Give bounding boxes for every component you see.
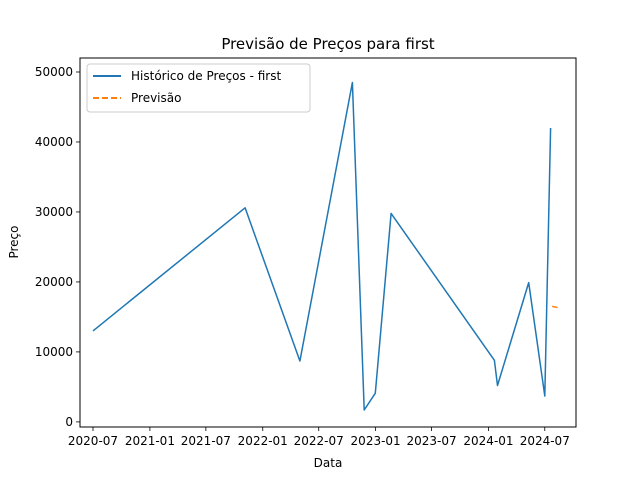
series-line-previsao — [552, 305, 559, 309]
y-tick-label: 0 — [65, 415, 73, 429]
x-axis: 2020-07 2021-01 2021-07 2022-01 2022-07 2023-… — [68, 427, 570, 448]
x-axis-label: Data — [314, 456, 343, 470]
legend-label-previsao: Previsão — [131, 91, 181, 105]
axes-frame — [79, 57, 577, 428]
legend-label-historico: Histórico de Preços - first — [131, 69, 281, 83]
chart-title: Previsão de Preços para first — [221, 35, 434, 53]
series-line-historico — [92, 81, 552, 411]
y-tick-label: 20000 — [35, 275, 73, 289]
x-tick-label: 2023-01 — [351, 434, 401, 448]
legend: Histórico de Preços - first Previsão — [86, 63, 311, 113]
y-axis: 0 10000 20000 30000 40000 50000 — [35, 65, 80, 429]
plot-area — [92, 81, 559, 411]
y-tick-label: 30000 — [35, 205, 73, 219]
x-tick-label: 2022-01 — [238, 434, 288, 448]
y-tick-label: 10000 — [35, 345, 73, 359]
x-tick-label: 2021-01 — [125, 434, 175, 448]
y-tick-label: 50000 — [35, 65, 73, 79]
legend-box — [86, 63, 311, 113]
x-tick-label: 2024-07 — [520, 434, 570, 448]
y-axis-label: Preço — [7, 225, 21, 258]
x-tick-label: 2024-01 — [463, 434, 513, 448]
x-tick-label: 2022-07 — [294, 434, 344, 448]
x-tick-label: 2021-07 — [181, 434, 231, 448]
x-tick-label: 2023-07 — [407, 434, 457, 448]
x-tick-label: 2020-07 — [68, 434, 118, 448]
y-tick-label: 40000 — [35, 135, 73, 149]
